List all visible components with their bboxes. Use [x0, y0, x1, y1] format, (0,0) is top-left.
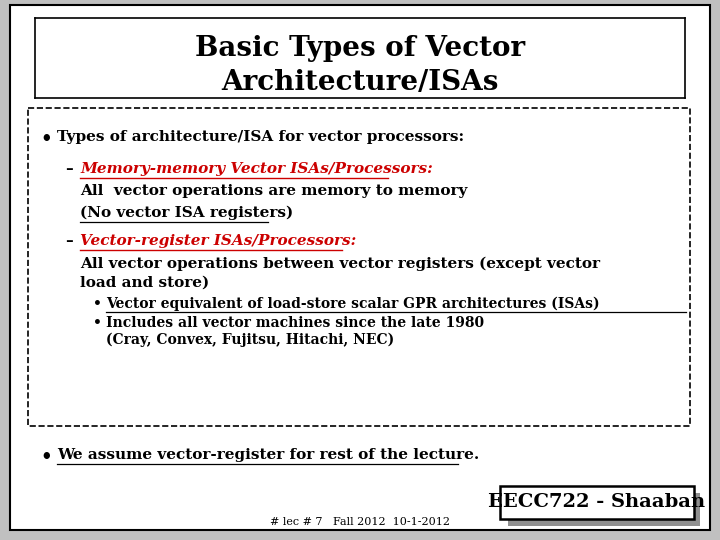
Text: All vector operations between vector registers (except vector: All vector operations between vector reg… — [80, 257, 600, 272]
Text: Vector-register ISAs/Processors:: Vector-register ISAs/Processors: — [80, 234, 356, 248]
Text: Architecture/ISAs: Architecture/ISAs — [221, 69, 499, 96]
Text: •: • — [40, 448, 52, 466]
FancyBboxPatch shape — [28, 108, 690, 426]
FancyBboxPatch shape — [500, 486, 694, 519]
Text: Types of architecture/ISA for vector processors:: Types of architecture/ISA for vector pro… — [57, 130, 464, 144]
FancyBboxPatch shape — [508, 493, 700, 526]
Text: EECC722 - Shaaban: EECC722 - Shaaban — [488, 493, 706, 511]
Text: Memory-memory Vector ISAs/Processors:: Memory-memory Vector ISAs/Processors: — [80, 162, 433, 176]
Text: Basic Types of Vector: Basic Types of Vector — [195, 35, 525, 62]
FancyBboxPatch shape — [10, 5, 710, 530]
Text: # lec # 7   Fall 2012  10-1-2012: # lec # 7 Fall 2012 10-1-2012 — [270, 517, 450, 527]
Text: •: • — [93, 297, 102, 311]
Text: (No vector ISA registers): (No vector ISA registers) — [80, 206, 293, 220]
Text: load and store): load and store) — [80, 276, 210, 290]
Text: •: • — [93, 316, 102, 330]
Text: •: • — [40, 130, 52, 148]
Text: Includes all vector machines since the late 1980: Includes all vector machines since the l… — [106, 316, 484, 330]
Text: –: – — [65, 234, 73, 248]
Text: (Cray, Convex, Fujitsu, Hitachi, NEC): (Cray, Convex, Fujitsu, Hitachi, NEC) — [106, 333, 395, 347]
Text: –: – — [65, 162, 73, 176]
Text: All  vector operations are memory to memory: All vector operations are memory to memo… — [80, 184, 467, 198]
Text: Vector equivalent of load-store scalar GPR architectures (ISAs): Vector equivalent of load-store scalar G… — [106, 297, 600, 312]
Text: We assume vector-register for rest of the lecture.: We assume vector-register for rest of th… — [57, 448, 480, 462]
